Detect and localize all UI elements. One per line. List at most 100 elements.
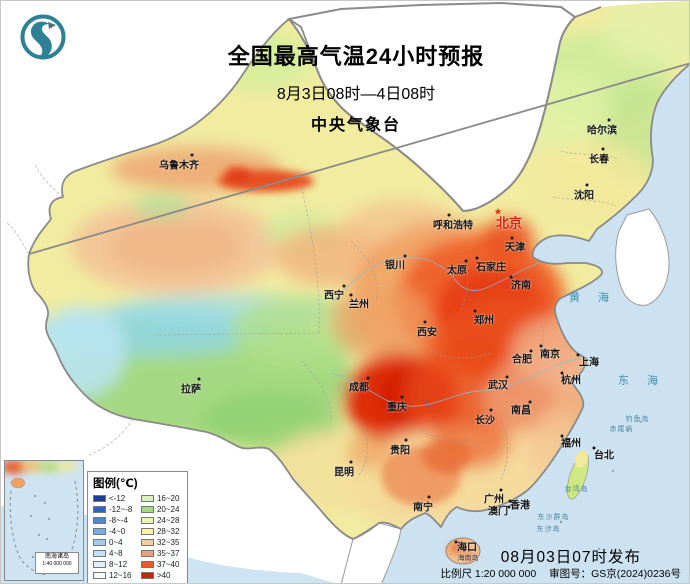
legend-swatch xyxy=(140,528,154,535)
legend-item: 20~24 xyxy=(140,504,183,515)
city-label: 呼和浩特 xyxy=(433,220,473,232)
city-dot-icon xyxy=(539,344,543,348)
city-label: 上海 xyxy=(579,357,599,369)
legend-item: >40 xyxy=(140,570,183,581)
city-dot-icon xyxy=(510,236,514,240)
sea-label: 东海 xyxy=(618,375,676,387)
legend-range-label: 35~37 xyxy=(156,549,180,558)
city-label: 海南岛 xyxy=(457,555,479,562)
legend-item: 16~20 xyxy=(140,493,183,504)
issue-time: 08月03日07时发布 xyxy=(500,549,641,566)
city-label: 昆明 xyxy=(334,467,354,479)
sea-area xyxy=(381,64,689,583)
legend-swatch xyxy=(93,495,106,502)
legend-item: -8~-4 xyxy=(93,515,136,526)
city-label: 北京 xyxy=(495,215,523,231)
city-label: 兰州 xyxy=(349,299,369,311)
legend-item: 4~8 xyxy=(93,548,136,559)
legend: 图例(℃) <-12 -12~-8 -8~-4 -4~0 0~4 4~8 8~12 12~16… xyxy=(87,471,188,583)
legend-range-label: 16~20 xyxy=(156,494,180,503)
legend-range-label: 32~35 xyxy=(156,538,180,547)
legend-range-label: -8~-4 xyxy=(109,516,128,525)
city-label: 成都 xyxy=(349,382,369,394)
legend-range-label: 37~40 xyxy=(156,560,180,569)
city-dot-icon xyxy=(592,446,596,450)
city-dot-icon xyxy=(366,376,370,380)
legend-item: 8~12 xyxy=(93,559,136,570)
city-label: 济南 xyxy=(511,280,531,292)
city-label: 沈阳 xyxy=(574,190,594,202)
legend-swatch xyxy=(140,561,154,568)
city-label: 乌鲁木齐 xyxy=(159,160,199,172)
city-dot-icon xyxy=(528,400,532,404)
city-label: 香港 xyxy=(510,500,530,512)
city-dot-icon xyxy=(560,371,564,375)
city-label: 合肥 xyxy=(512,354,532,366)
city-dot-icon xyxy=(473,309,477,313)
legend-item: -4~0 xyxy=(93,526,136,537)
city-dot-icon xyxy=(403,254,407,258)
sea-label: 黄海 xyxy=(569,292,627,304)
legend-range-label: <-12 xyxy=(109,494,126,503)
sea-label: 东沙岛 xyxy=(536,526,561,533)
city-label: 南宁 xyxy=(413,502,433,514)
hainan-island xyxy=(445,537,481,565)
city-dot-icon xyxy=(464,259,468,263)
inset-scale: 1:40 000 000 xyxy=(42,561,72,568)
city-dot-icon xyxy=(529,349,533,353)
legend-swatch xyxy=(140,495,154,502)
sea-label: 台湾岛 xyxy=(564,486,589,493)
china-border xyxy=(27,6,689,540)
city-dot-icon xyxy=(607,118,611,122)
city-dot-icon xyxy=(489,408,493,412)
city-dot-icon xyxy=(505,375,509,379)
page-title: 全国最高气温24小时预报 xyxy=(227,44,485,69)
city-label: 长春 xyxy=(589,154,609,166)
sea-label: 赤尾屿 xyxy=(609,426,634,433)
city-dot-icon xyxy=(560,434,564,438)
city-dot-icon xyxy=(475,256,479,260)
taiwan-island xyxy=(567,450,589,500)
forecast-period: 8月3日08时—4日08时 xyxy=(276,86,436,103)
legend-swatch xyxy=(140,517,154,524)
city-label: 重庆 xyxy=(387,402,407,414)
legend-item: 32~35 xyxy=(140,537,183,548)
city-dot-icon xyxy=(507,505,511,509)
inset-caption-box: 南海诸岛 1:40 000 000 xyxy=(35,552,79,574)
title-block: 全国最高气温24小时预报 8月3日08时—4日08时 中央气象台 xyxy=(161,39,551,135)
city-dot-icon xyxy=(447,213,451,217)
legend-title: 图例(℃) xyxy=(93,478,138,490)
city-dot-icon xyxy=(197,377,201,381)
city-dot-icon xyxy=(404,438,408,442)
city-label: 杭州 xyxy=(561,375,581,387)
city-dot-icon xyxy=(509,275,513,279)
capital-star-icon: ★ xyxy=(493,206,503,217)
map-scale-line: 比例尺 1:20 000 000 审图号：GS京(2024)0236号 xyxy=(430,566,681,581)
city-label: 广州 xyxy=(484,494,504,506)
city-dot-icon xyxy=(601,147,605,151)
city-label: 福州 xyxy=(561,438,581,450)
legend-swatch xyxy=(93,517,106,524)
city-dot-icon xyxy=(499,488,503,492)
city-dot-icon xyxy=(427,495,431,499)
city-dot-icon xyxy=(423,320,427,324)
legend-item: 35~37 xyxy=(140,548,183,559)
legend-item: 0~4 xyxy=(93,537,136,548)
legend-item: 37~40 xyxy=(140,559,183,570)
legend-grid: <-12 -12~-8 -8~-4 -4~0 0~4 4~8 8~12 12~16 16~20 2… xyxy=(93,493,183,581)
city-dot-icon xyxy=(349,460,353,464)
city-label: 海口 xyxy=(457,542,477,554)
agency-name: 中央气象台 xyxy=(310,117,401,134)
legend-range-label: >40 xyxy=(156,571,171,580)
city-dot-icon xyxy=(190,153,194,157)
city-label: 武汉 xyxy=(488,380,508,392)
city-dot-icon xyxy=(342,284,346,288)
city-label: 西安 xyxy=(417,327,437,339)
legend-range-label: 8~12 xyxy=(109,560,128,569)
legend-swatch xyxy=(93,528,106,535)
city-label: 拉萨 xyxy=(181,384,201,396)
small-islands xyxy=(549,421,642,550)
legend-swatch xyxy=(93,572,106,579)
cma-logo xyxy=(18,12,68,62)
